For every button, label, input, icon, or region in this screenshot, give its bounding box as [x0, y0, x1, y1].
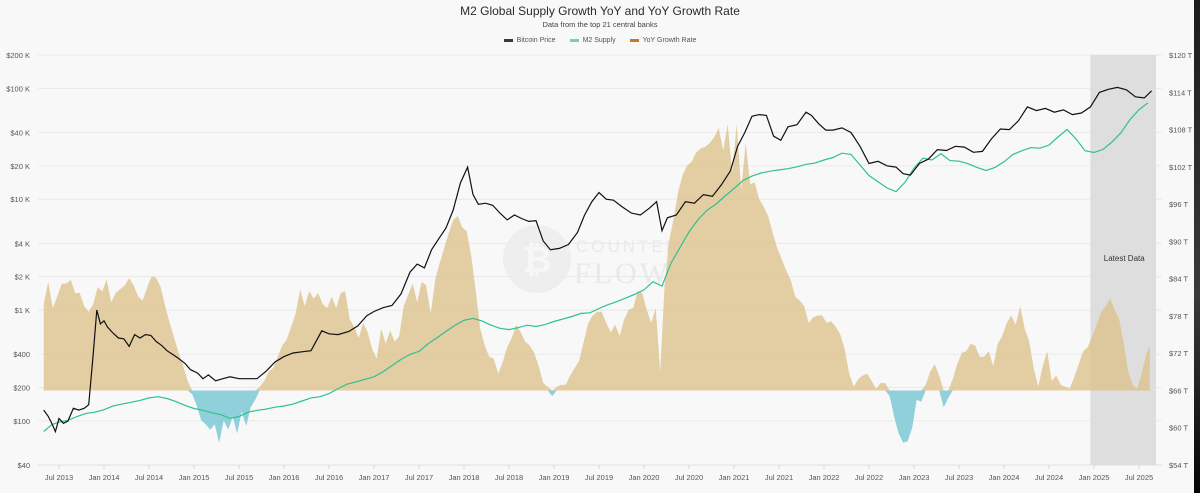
legend-label-yoy-growth-rate: YoY Growth Rate	[642, 37, 697, 44]
right-axis-tick-label: $114 T	[1169, 88, 1192, 97]
legend-item-m2-supply[interactable]: M2 Supply	[569, 37, 616, 44]
left-axis-tick-label: $400	[13, 350, 30, 359]
chart-subtitle: Data from the top 21 central banks	[542, 20, 658, 29]
x-axis-tick-label: Jan 2014	[89, 473, 120, 482]
x-axis-tick-label: Jan 2019	[539, 473, 570, 482]
legend-swatch-m2-supply	[569, 39, 579, 42]
window-edge	[1194, 0, 1200, 493]
left-axis-tick-label: $1 K	[15, 306, 30, 315]
x-axis-tick-label: Jul 2017	[405, 473, 433, 482]
x-axis-tick-label: Jul 2022	[855, 473, 883, 482]
left-axis-tick-label: $20 K	[10, 162, 30, 171]
right-axis-tick-label: $90 T	[1169, 237, 1188, 246]
x-axis-tick-label: Jul 2021	[765, 473, 793, 482]
x-axis-tick-label: Jul 2015	[225, 473, 253, 482]
x-axis-tick-label: Jul 2013	[45, 473, 73, 482]
legend-item-yoy-growth-rate[interactable]: YoY Growth Rate	[629, 37, 697, 44]
left-axis: $200 K $100 K $40 K $20 K $10 K $4 K $2 K $1 K $…	[6, 51, 30, 470]
left-axis-tick-label: $200 K	[6, 51, 30, 60]
right-axis-tick-label: $66 T	[1169, 386, 1188, 395]
right-axis-tick-label: $54 T	[1169, 461, 1188, 470]
legend-label-bitcoin-price: Bitcoin Price	[516, 37, 556, 44]
left-axis-tick-label: $100	[13, 417, 30, 426]
x-axis-tick-label: Jan 2016	[269, 473, 300, 482]
chart-title: M2 Global Supply Growth YoY and YoY Grow…	[460, 4, 740, 18]
x-axis-tick-label: Jan 2020	[629, 473, 660, 482]
left-axis-tick-label: $200	[13, 384, 30, 393]
x-axis-tick-label: Jul 2014	[135, 473, 163, 482]
x-axis-tick-label: Jul 2018	[495, 473, 523, 482]
x-axis-tick-label: Jul 2024	[1035, 473, 1063, 482]
right-axis-tick-label: $78 T	[1169, 312, 1188, 321]
right-axis-tick-label: $72 T	[1169, 349, 1188, 358]
right-axis-tick-label: $96 T	[1169, 200, 1188, 209]
left-axis-tick-label: $4 K	[15, 239, 30, 248]
x-axis-tick-label: Jul 2019	[585, 473, 613, 482]
x-axis-tick-label: Jan 2015	[179, 473, 210, 482]
x-axis-tick-label: Jul 2016	[315, 473, 343, 482]
x-axis-tick-label: Jan 2017	[359, 473, 390, 482]
latest-data-label: Latest Data	[1104, 254, 1145, 263]
right-axis-tick-label: $108 T	[1169, 126, 1193, 135]
yoy-area-positive	[43, 124, 1150, 391]
x-axis-tick-label: Jan 2018	[449, 473, 480, 482]
legend-item-bitcoin-price[interactable]: Bitcoin Price	[503, 37, 556, 44]
latest-data-band-rect	[1090, 55, 1157, 465]
watermark-bitcoin-icon	[503, 225, 571, 293]
x-axis-tick-label: Jan 2025	[1079, 473, 1110, 482]
yoy-area-layer	[43, 124, 1150, 443]
watermark-text-top: COUNTER	[576, 237, 681, 256]
left-axis-tick-label: $2 K	[15, 273, 30, 282]
series-line-m2-supply	[43, 102, 1149, 432]
right-axis: $120 T $114 T $108 T $102 T $96 T $90 T $84 T $…	[1169, 51, 1193, 470]
x-axis-tick-label: Jan 2023	[899, 473, 930, 482]
right-axis-tick-label: $60 T	[1169, 424, 1188, 433]
x-axis-tick-label: Jul 2020	[675, 473, 703, 482]
yoy-area-negative	[43, 390, 1150, 443]
x-axis-tick-label: Jul 2023	[945, 473, 973, 482]
left-axis-tick-label: $100 K	[6, 84, 30, 93]
x-axis-tick-label: Jan 2021	[719, 473, 750, 482]
left-axis-tick-label: $40 K	[10, 128, 30, 137]
right-axis-tick-label: $120 T	[1169, 51, 1193, 60]
left-axis-tick-label: $10 K	[10, 195, 30, 204]
legend-label-m2-supply: M2 Supply	[582, 37, 616, 44]
watermark-text-bottom: FLOW	[574, 257, 671, 290]
legend-swatch-yoy-growth-rate	[629, 39, 639, 42]
line-layer	[43, 86, 1153, 434]
chart-legend: Bitcoin Price M2 Supply YoY Growth Rate	[0, 37, 1200, 44]
legend-swatch-bitcoin-price	[503, 39, 513, 42]
right-axis-tick-label: $102 T	[1169, 163, 1193, 172]
x-axis: Jul 2013 Jan 2014 Jul 2014 Jan 2015 Jul 2015…	[38, 464, 1162, 482]
latest-data-band: Latest Data	[1090, 55, 1157, 465]
x-axis-tick-label: Jan 2024	[989, 473, 1020, 482]
x-axis-tick-label: Jul 2025	[1125, 473, 1153, 482]
left-axis-tick-label: $40	[17, 461, 30, 470]
series-line-bitcoin-price	[43, 86, 1153, 434]
x-axis-tick-label: Jan 2022	[809, 473, 840, 482]
right-axis-tick-label: $84 T	[1169, 275, 1188, 284]
